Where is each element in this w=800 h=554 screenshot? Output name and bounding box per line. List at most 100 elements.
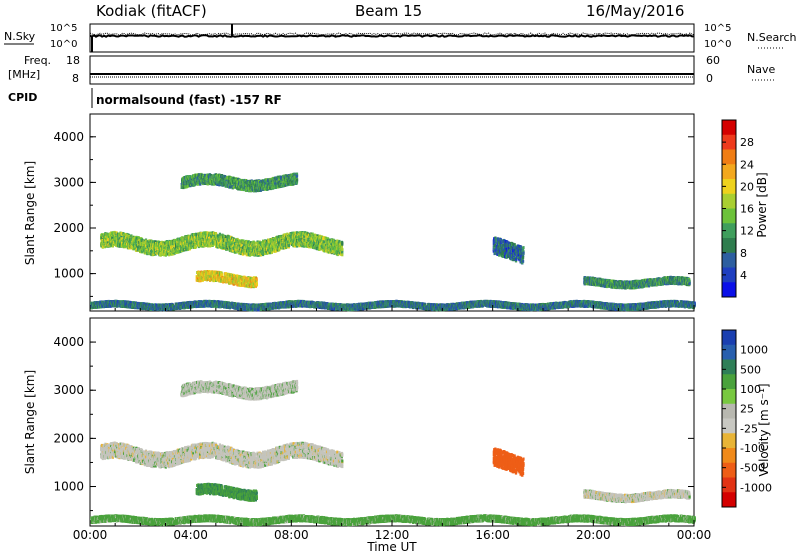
power-cell — [112, 231, 115, 235]
power-cell — [171, 241, 174, 245]
power-cell — [163, 245, 166, 249]
power-cell — [146, 247, 149, 251]
power-cell — [178, 250, 181, 254]
power-cell — [149, 247, 152, 251]
power-cell — [209, 243, 212, 247]
power-cell — [152, 244, 155, 248]
power-cell — [137, 236, 140, 240]
power-cell — [193, 236, 196, 240]
power-cell — [151, 240, 154, 244]
power-cell — [218, 239, 221, 242]
nsky-panel: N.Sky 10^5 10^0 10^5 10^0 N.Search — [4, 23, 797, 53]
freq-tick-low: 8 — [72, 72, 79, 85]
freq-panel: Freq. [MHz] 18 8 60 0 Nave — [8, 54, 775, 85]
nsky-tick-low: 10^0 — [50, 39, 77, 50]
nsky-trace — [89, 34, 694, 38]
power-cell — [194, 245, 198, 249]
power-cell — [166, 242, 169, 246]
power-cell — [251, 249, 255, 253]
power-cell — [240, 244, 243, 248]
power-cell — [189, 246, 192, 250]
power-cell — [295, 174, 299, 178]
power-cell — [237, 244, 240, 248]
power-cell — [242, 252, 245, 256]
power-cell — [225, 235, 228, 239]
power-cell — [124, 244, 127, 248]
power-cell — [238, 251, 241, 255]
power-cell — [257, 253, 260, 257]
power-cell — [206, 231, 209, 235]
power-cell — [222, 241, 225, 244]
nsearch-label: N.Search — [747, 31, 797, 44]
power-cell — [185, 248, 188, 252]
nsearch-tick-high: 10^5 — [704, 23, 731, 34]
power-cell — [178, 243, 181, 247]
power-cell — [199, 244, 202, 247]
power-cell — [131, 247, 135, 251]
cpid-label: CPID — [8, 91, 37, 104]
power-cell — [184, 235, 187, 239]
power-cell — [233, 238, 237, 242]
power-cell — [341, 253, 344, 257]
power-cell — [142, 248, 146, 252]
power-cell — [186, 237, 189, 241]
power-cell — [114, 239, 117, 243]
power-cell — [160, 249, 163, 253]
power-cell — [164, 244, 167, 248]
power-cell — [220, 240, 224, 244]
power-cell — [243, 251, 247, 255]
power-cell — [218, 232, 221, 236]
freq-unit-label: [MHz] — [8, 68, 40, 81]
power-cell — [252, 240, 255, 244]
power-cell — [203, 237, 206, 241]
power-cell — [100, 233, 104, 237]
power-cell — [104, 232, 107, 235]
power-cell — [179, 249, 182, 253]
nave-label: Nave — [747, 63, 775, 76]
power-cell — [105, 238, 108, 242]
power-cell — [144, 244, 148, 248]
power-cell — [185, 245, 188, 249]
power-cell — [162, 241, 165, 245]
power-cell — [262, 253, 265, 257]
power-cell — [128, 235, 131, 239]
power-cell — [239, 246, 242, 250]
power-cell — [260, 247, 263, 251]
nsearch-tick-low: 10^0 — [704, 39, 731, 50]
power-cell — [246, 252, 249, 256]
power-cell — [187, 234, 190, 238]
power-cell — [177, 238, 180, 242]
nsky-label: N.Sky — [4, 30, 36, 43]
power-cell — [246, 248, 250, 252]
power-cell — [218, 241, 221, 245]
power-cell — [152, 249, 156, 253]
power-cell — [177, 240, 180, 243]
power-cell — [192, 240, 195, 244]
power-cell — [249, 248, 252, 252]
power-cell — [261, 249, 264, 253]
power-cell — [154, 240, 157, 244]
power-cell — [190, 246, 193, 249]
power-cell — [230, 236, 234, 240]
power-cell — [264, 252, 267, 255]
power-cell — [120, 236, 123, 240]
power-cell — [134, 236, 137, 240]
power-cell — [198, 237, 201, 241]
power-cell — [295, 178, 299, 182]
power-cell — [133, 246, 136, 250]
power-cell — [194, 235, 197, 239]
nsearch-trace — [89, 32, 695, 36]
power-cell — [220, 242, 223, 246]
power-cell — [243, 244, 246, 248]
power-cell — [259, 241, 262, 245]
power-echoes — [90, 172, 696, 312]
power-cell — [188, 234, 191, 238]
power-cell — [154, 252, 157, 256]
power-cell — [102, 244, 105, 248]
power-cell — [110, 233, 113, 237]
power-cell — [150, 244, 153, 248]
radar-title: Kodiak (fitACF) — [96, 2, 207, 20]
power-cell — [323, 240, 326, 244]
